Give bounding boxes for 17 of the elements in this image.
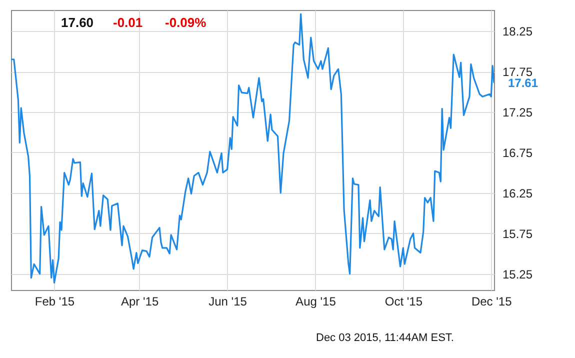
y-tick-label: 15.75 xyxy=(502,226,533,241)
annotation: 17.60 xyxy=(61,15,94,30)
x-tick-label: Oct '15 xyxy=(384,294,423,308)
annotation: -0.09% xyxy=(165,15,207,30)
x-tick-label: Dec '15 xyxy=(471,294,512,308)
line-series xyxy=(11,13,494,284)
x-tick-label: Apr '15 xyxy=(120,294,159,308)
x-tick-label: Feb '15 xyxy=(34,294,75,308)
y-tick-label: 18.25 xyxy=(502,24,533,39)
y-tick-label: 15.25 xyxy=(502,267,533,282)
x-tick-label: Aug '15 xyxy=(296,294,336,308)
text: Dec 03 2015, 11:44AM EST. xyxy=(316,332,454,344)
y-tick-label: 16.25 xyxy=(502,186,533,200)
y-tick-label: 17.25 xyxy=(502,105,533,120)
x-tick-label: Jun '15 xyxy=(208,294,248,308)
y-tick-label: 16.75 xyxy=(502,146,533,160)
annotation: -0.01 xyxy=(113,15,143,30)
